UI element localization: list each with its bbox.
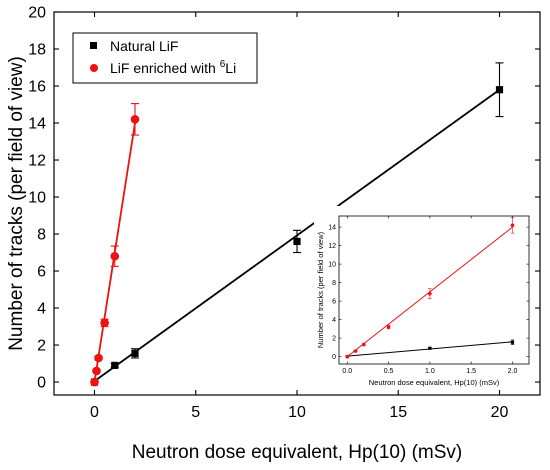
x-tick-label: 15 xyxy=(389,404,407,421)
inset-chart: 0.0 0.5 1.0 1.5 2.0 0 2 4 6 8 10 12 14 Neutron dose … xyxy=(314,206,535,387)
point-enriched xyxy=(90,377,99,387)
inset-point-enriched xyxy=(345,354,350,359)
inset-y-axis-label: Number of tracks (per field of view) xyxy=(316,231,325,348)
inset-y-tick-label: 12 xyxy=(328,243,336,250)
inset-series-layer xyxy=(345,217,515,359)
inset-point-natural xyxy=(510,340,515,344)
inset-y-tick-label: 6 xyxy=(332,299,336,306)
inset-y-tick-label: 14 xyxy=(328,225,336,232)
point-enriched xyxy=(100,318,109,328)
inset-point-enriched xyxy=(361,342,366,347)
legend-label-enriched: LiF enriched with 6Li xyxy=(110,59,236,76)
point-enriched xyxy=(94,353,103,363)
point-natural xyxy=(111,361,119,369)
inset-point-enriched xyxy=(353,349,358,353)
point-natural xyxy=(293,237,301,246)
inset-point-enriched xyxy=(510,223,515,228)
legend-label-enriched-prefix: LiF enriched with xyxy=(110,60,220,76)
point-enriched xyxy=(110,251,120,261)
inset-point-enriched xyxy=(386,325,391,329)
legend-marker-enriched xyxy=(90,64,98,72)
y-tick-label: 14 xyxy=(28,116,46,133)
point-natural xyxy=(131,349,139,357)
y-tick-label: 2 xyxy=(37,338,46,355)
inset-y-tick-label: 2 xyxy=(332,336,336,343)
inset-y-tick-label: 0 xyxy=(332,354,336,361)
legend-box xyxy=(72,32,258,84)
point-enriched xyxy=(92,366,101,376)
inset-y-tick-label: 8 xyxy=(332,280,336,287)
inset-x-tick-label: 0.5 xyxy=(384,368,394,375)
y-tick-label: 16 xyxy=(28,79,46,96)
inset-point-enriched xyxy=(428,291,432,296)
y-tick-label: 12 xyxy=(28,153,46,170)
inset-x-tick-label: 1.0 xyxy=(425,368,435,375)
inset-x-tick-label: 1.5 xyxy=(466,368,476,375)
inset-x-tick-label: 0.0 xyxy=(342,368,352,375)
y-tick-label: 8 xyxy=(37,227,46,244)
y-axis-label: Number of tracks (per field of view) xyxy=(6,56,27,351)
legend-label-enriched-sup: 6 xyxy=(220,59,226,70)
x-tick-label: 0 xyxy=(90,404,99,421)
y-tick-label: 0 xyxy=(37,375,46,392)
y-tick-label: 20 xyxy=(28,5,46,22)
y-tick-label: 10 xyxy=(28,190,46,207)
inset-plot-frame xyxy=(338,215,530,365)
inset-axis-ticks: 0.0 0.5 1.0 1.5 2.0 0 2 4 6 8 10 12 14 xyxy=(328,216,529,375)
y-tick-label: 4 xyxy=(37,301,46,318)
inset-point-natural xyxy=(428,346,432,350)
y-tick-label: 18 xyxy=(28,42,46,59)
y-tick-label: 6 xyxy=(37,264,46,281)
x-axis-label: Neutron dose equivalent, Hp(10) (mSv) xyxy=(132,442,463,463)
inset-y-tick-label: 4 xyxy=(332,317,336,324)
x-tick-label: 5 xyxy=(191,404,200,421)
legend-marker-natural xyxy=(90,42,97,49)
point-enriched xyxy=(130,115,140,124)
inset-y-tick-label: 10 xyxy=(328,262,336,269)
x-tick-label: 20 xyxy=(491,404,509,421)
point-natural xyxy=(495,86,504,94)
main-series-layer xyxy=(90,62,504,387)
inset-x-tick-label: 2.0 xyxy=(508,368,518,375)
legend-label-enriched-suffix: Li xyxy=(225,60,236,76)
x-tick-label: 10 xyxy=(288,404,306,421)
inset-x-axis-label: Neutron dose equivalent, Hp(10) (mSv) xyxy=(369,378,500,387)
legend-label-natural: Natural LiF xyxy=(110,38,178,54)
legend: Natural LiF LiF enriched with 6Li xyxy=(72,32,258,84)
